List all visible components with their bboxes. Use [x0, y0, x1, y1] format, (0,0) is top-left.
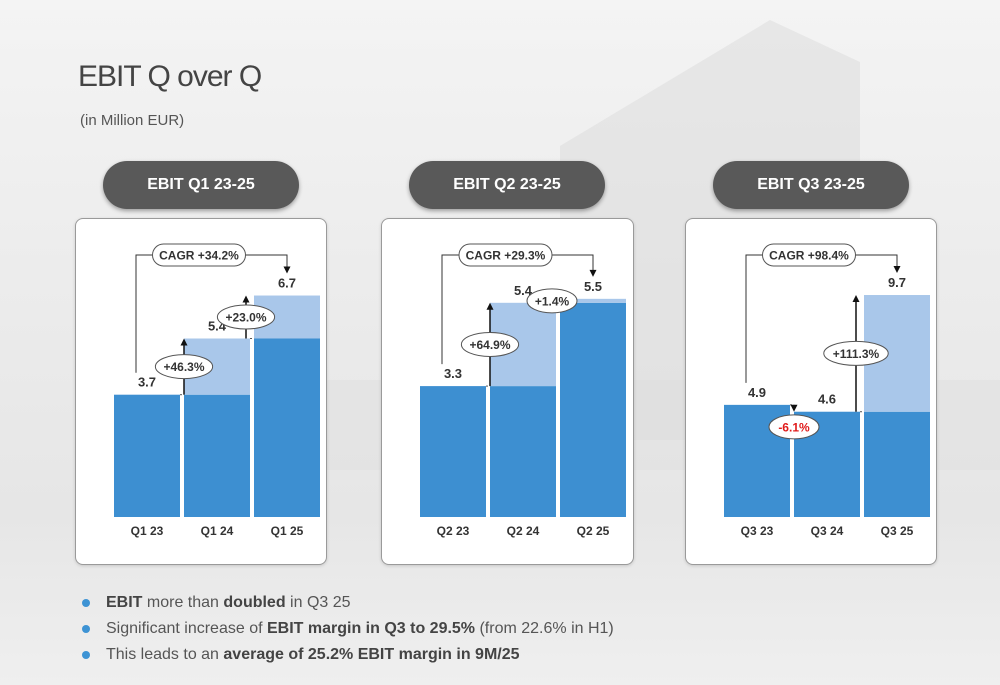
chart-title-q1: EBIT Q1 23-25 — [147, 176, 255, 193]
change-label: +1.4% — [535, 294, 570, 308]
cagr-arrow-head — [589, 269, 597, 277]
chart-q1: 3.7Q1 235.4Q1 246.7Q1 25+46.3%+23.0%CAGR… — [114, 243, 320, 538]
bullet-dot-icon — [82, 599, 90, 607]
bullet-dot-icon — [82, 651, 90, 659]
bar-base-q1-23 — [114, 394, 180, 517]
change-label-bubble — [460, 331, 520, 357]
bar-base-q2-25 — [560, 302, 626, 517]
bullet-dot-icon — [82, 625, 90, 633]
change-arrow-head — [852, 295, 860, 303]
bullet-item: Significant increase of EBIT margin in Q… — [82, 616, 614, 642]
cagr-arrow-head — [283, 266, 291, 274]
category-label: Q2 23 — [437, 524, 470, 538]
bar-base-q1-24 — [184, 394, 250, 517]
change-arrow-head — [242, 295, 250, 303]
chart-q3: 4.9 Q3 23 4.6 Q3 24 9.7 Q3 25 -6.1% +111.3% CAGR… — [724, 243, 930, 538]
value-label: 3.3 — [444, 366, 462, 381]
change-label: +64.9% — [469, 338, 510, 352]
chart-panel-q1: 3.7 Q1 23 5.4 Q1 24 6.7 Q1 25 +46.3% +23.0% CAGR… — [75, 218, 327, 565]
change-arrow-head — [790, 404, 798, 412]
bullet-list: EBIT more than doubled in Q3 25 Signific… — [82, 590, 614, 668]
value-label: 6.7 — [278, 276, 296, 291]
cagr-label: CAGR +34.2% — [159, 249, 239, 263]
value-label: 9.7 — [888, 275, 906, 290]
change-label: +111.3% — [833, 347, 880, 361]
chart-title-pill-q1: EBIT Q1 23-25 — [103, 161, 299, 209]
category-label: Q1 24 — [201, 524, 234, 538]
cagr-bubble — [152, 243, 246, 267]
change-label-bubble — [823, 340, 889, 366]
change-arrow-head — [486, 302, 494, 310]
chart-q2: 3.3 Q2 23 5.4 Q2 24 5.5 Q2 25 +64.9% +1.4% CAGR … — [420, 243, 626, 538]
category-label: Q1 25 — [271, 524, 304, 538]
category-label: Q3 24 — [811, 524, 844, 538]
bullet-text: EBIT more than doubled in Q3 25 — [106, 594, 351, 611]
page-subtitle: (in Million EUR) — [80, 112, 185, 129]
chart-title-pill-q2: EBIT Q2 23-25 — [409, 161, 605, 209]
change-label-bubble — [154, 354, 214, 380]
value-label: 5.4 — [514, 283, 533, 298]
change-label-bubble — [768, 414, 820, 440]
bar-base-q2-24 — [490, 386, 556, 517]
chart-panel-q2: 3.3 Q2 23 5.4 Q2 24 5.5 Q2 25 +64.9% +1.4% CAGR … — [381, 218, 634, 565]
value-label: 4.6 — [818, 392, 836, 407]
change-label: +23.0% — [225, 311, 266, 325]
value-label: 4.9 — [748, 385, 766, 400]
category-label: Q2 25 — [577, 524, 610, 538]
category-label: Q1 23 — [131, 524, 164, 538]
bullet-text: This leads to an average of 25.2% EBIT m… — [106, 646, 520, 663]
bar-base-q3-25 — [864, 411, 930, 517]
change-label: +46.3% — [163, 360, 204, 374]
chart-panel-q3: 4.9 Q3 23 4.6 Q3 24 9.7 Q3 25 -6.1% +111.3% CAGR… — [685, 218, 937, 565]
change-label: -6.1% — [778, 420, 810, 434]
bar-increment-q2-25 — [560, 298, 626, 303]
value-label: 5.5 — [584, 279, 602, 294]
bar-base-q2-23 — [420, 386, 486, 517]
cagr-bubble — [762, 243, 856, 267]
value-label: 3.7 — [138, 375, 156, 390]
cagr-arrow-head — [893, 266, 901, 274]
bullet-text: Significant increase of EBIT margin in Q… — [106, 620, 614, 637]
change-label-bubble — [526, 288, 578, 314]
chart-title-q3: EBIT Q3 23-25 — [757, 176, 865, 193]
change-arrow-head — [180, 338, 188, 346]
change-label-bubble — [216, 304, 276, 330]
cagr-label: CAGR +98.4% — [769, 249, 849, 263]
category-label: Q3 23 — [741, 524, 774, 538]
category-label: Q2 24 — [507, 524, 540, 538]
page-title: EBIT Q over Q — [78, 60, 262, 93]
cagr-bubble — [458, 243, 553, 267]
chart-title-q2: EBIT Q2 23-25 — [453, 176, 561, 193]
bullet-item: This leads to an average of 25.2% EBIT m… — [82, 642, 614, 668]
bullet-item: EBIT more than doubled in Q3 25 — [82, 590, 614, 616]
cagr-label: CAGR +29.3% — [466, 249, 546, 263]
chart-title-pill-q3: EBIT Q3 23-25 — [713, 161, 909, 209]
bar-base-q1-25 — [254, 338, 320, 517]
category-label: Q3 25 — [881, 524, 914, 538]
